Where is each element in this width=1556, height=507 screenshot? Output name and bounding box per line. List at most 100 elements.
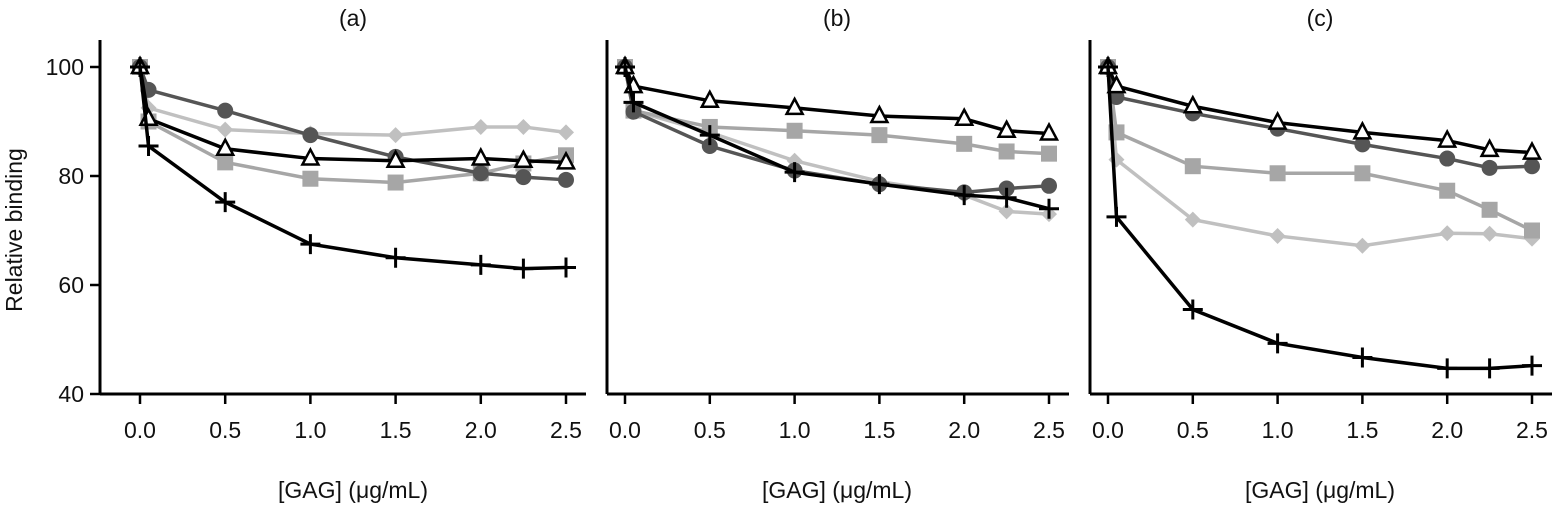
series-line (1106, 66, 1533, 371)
data-point (1106, 74, 1127, 94)
data-point (1041, 177, 1057, 194)
data-point (1354, 165, 1371, 182)
data-point (1521, 140, 1543, 160)
data-point (387, 127, 404, 144)
x-tick-label: 0.0 (609, 417, 641, 443)
data-point (215, 137, 236, 156)
data-point (1439, 182, 1456, 199)
series-square (1100, 59, 1540, 239)
data-point (699, 89, 720, 109)
x-tick-label: 2.0 (1431, 417, 1463, 443)
data-point (699, 125, 720, 146)
data-point (1481, 225, 1498, 242)
data-point (300, 146, 321, 166)
data-point (558, 124, 574, 141)
data-point (1267, 333, 1288, 354)
series-line (138, 66, 567, 165)
x-tick-label: 0.0 (1092, 417, 1124, 443)
data-point (1106, 206, 1127, 227)
data-point (556, 257, 576, 278)
data-point (998, 143, 1015, 160)
panel-b: (b) [GAG] (μg/mL) 0.0 0.5 1.0 1.5 2.0 2.5 (605, 5, 1069, 503)
data-point (215, 192, 236, 213)
y-tick-label: 100 (46, 54, 84, 80)
data-point (954, 107, 975, 127)
data-point (513, 149, 534, 168)
data-point (1098, 57, 1118, 77)
x-tick-label: 2.5 (1033, 417, 1065, 443)
series-line (138, 66, 567, 137)
data-point (1182, 299, 1203, 320)
data-point (1437, 358, 1458, 379)
series-cross (130, 57, 576, 279)
panel-title: (b) (823, 5, 851, 31)
data-point (1041, 145, 1057, 162)
series-line (1106, 66, 1533, 233)
x-tick-label: 2.0 (948, 417, 980, 443)
data-point (1352, 347, 1373, 368)
x-axis-label: [GAG] (μg/mL) (762, 477, 912, 503)
data-point (1039, 198, 1059, 219)
data-point (302, 170, 319, 187)
data-point (385, 247, 406, 268)
panel-a: (a) [GAG] (μg/mL) 0.0 0.5 1.0 1.5 2.0 2.5 100 80 6… (1, 5, 586, 503)
data-point (472, 118, 489, 135)
x-tick-label: 0.5 (209, 417, 241, 443)
series-triangle-open (129, 55, 577, 170)
series-line (1106, 66, 1533, 155)
data-point (701, 138, 718, 155)
data-point (956, 135, 973, 152)
data-point (954, 185, 975, 206)
data-point (217, 121, 234, 138)
data-point (470, 146, 491, 166)
data-point (1439, 150, 1456, 167)
data-point (385, 149, 406, 168)
series-cross (615, 57, 1059, 219)
data-point (302, 127, 319, 144)
data-point (1437, 128, 1458, 148)
data-point (138, 136, 159, 157)
data-point (1522, 355, 1542, 376)
x-tick-label: 1.5 (863, 417, 895, 443)
x-axis-label: [GAG] (μg/mL) (1245, 477, 1395, 503)
series-diamond (1100, 59, 1540, 254)
data-point (387, 174, 404, 191)
data-point (300, 234, 321, 255)
data-point (1269, 165, 1286, 182)
series-line (623, 66, 1050, 136)
data-point (1184, 211, 1201, 228)
data-point (784, 162, 805, 183)
y-tick-label: 40 (58, 381, 84, 407)
x-tick-label: 2.5 (1516, 417, 1548, 443)
data-point (558, 171, 574, 188)
data-point (1524, 222, 1540, 239)
y-tick-label: 60 (58, 272, 84, 298)
x-tick-label: 0.5 (1177, 417, 1209, 443)
data-point (1481, 159, 1498, 176)
data-point (786, 122, 803, 139)
data-point (869, 174, 890, 195)
data-point (470, 254, 491, 275)
data-point (1269, 227, 1286, 244)
data-point (998, 203, 1015, 220)
data-point (1439, 225, 1456, 242)
x-tick-label: 2.5 (550, 417, 582, 443)
x-tick-label: 2.0 (465, 417, 497, 443)
data-point (513, 258, 534, 279)
x-tick-label: 1.0 (779, 417, 811, 443)
data-point (1481, 201, 1498, 218)
x-tick-label: 1.5 (1346, 417, 1378, 443)
series-line (623, 66, 1050, 195)
data-point (1524, 158, 1540, 175)
data-point (1479, 358, 1500, 379)
series-line (1106, 66, 1533, 170)
data-point (871, 127, 888, 144)
data-point (996, 187, 1017, 208)
series-triangle-open (1097, 55, 1543, 160)
data-point (515, 169, 532, 186)
data-point (615, 57, 635, 77)
panel-c: (c) [GAG] (μg/mL) 0.0 0.5 1.0 1.5 2.0 2.5 (1088, 5, 1552, 503)
panel-title: (c) (1307, 5, 1334, 31)
x-tick-label: 0.5 (694, 417, 726, 443)
data-point (217, 154, 234, 171)
